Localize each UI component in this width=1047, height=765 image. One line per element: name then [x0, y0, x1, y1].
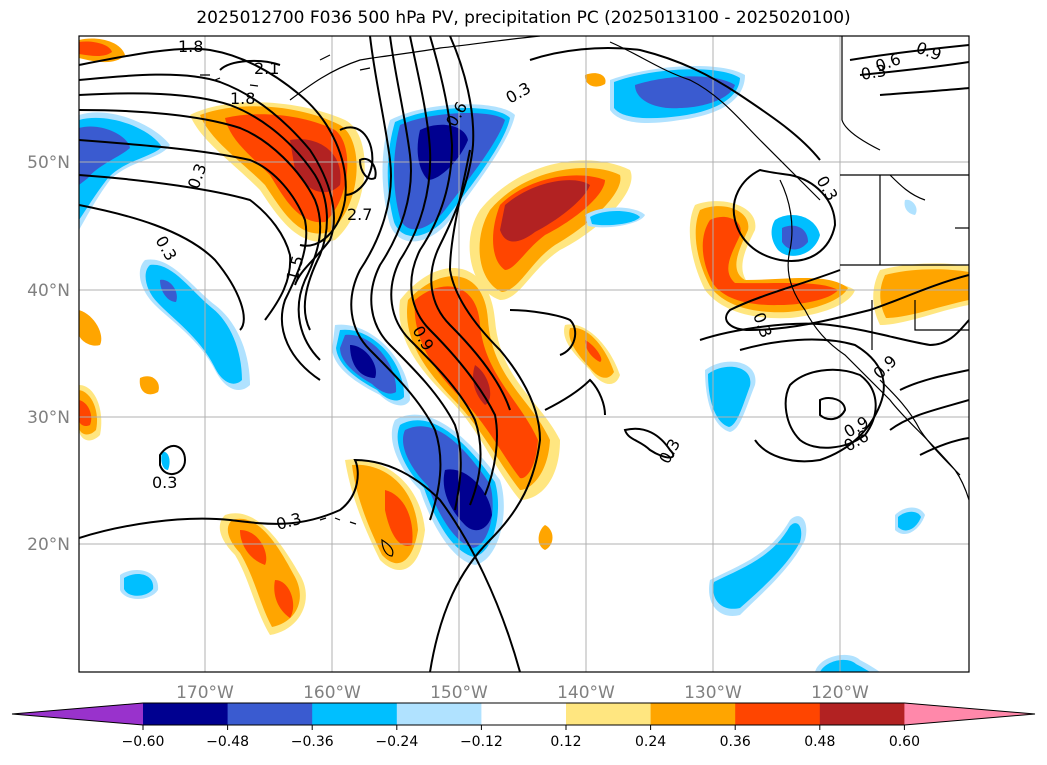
contour-label: 0.3 [274, 509, 304, 534]
colorbar-segment [481, 703, 567, 725]
lon-label: 160°W [303, 683, 361, 703]
colorbar-segment [312, 703, 398, 725]
colorbar-tick-label: −0.24 [375, 734, 418, 750]
colorbar-tick-label: 0.60 [889, 734, 920, 750]
contour-label: 0.9 [914, 38, 944, 65]
longitude-labels: 170°W 160°W 150°W 140°W 130°W 120°W [176, 683, 869, 703]
precip-negative-east-pacific [705, 361, 925, 672]
colorbar-tick-label: 0.12 [550, 734, 581, 750]
contour-label: 0.3 [859, 61, 887, 84]
contour-label: 2.7 [347, 205, 372, 224]
colorbar-tick-label: 0.24 [635, 734, 666, 750]
map-frame [78, 35, 970, 673]
contour-label: 0.3 [152, 233, 181, 265]
precip-pc-fill-layer [79, 38, 969, 672]
contour-label: 1.5 [283, 254, 308, 284]
colorbar-tick-label: −0.12 [460, 734, 503, 750]
coastlines [200, 36, 969, 557]
colorbar-extend-high [904, 703, 1035, 725]
colorbar-segment [396, 703, 482, 725]
contour-label: 2.1 [254, 59, 279, 78]
contour-label: 1.8 [178, 37, 203, 56]
colorbar-tick-label: 0.48 [804, 734, 835, 750]
precip-positive-nepac-band [399, 160, 632, 500]
contour-label: 0.3 [184, 161, 211, 191]
lat-label: 50°N [27, 153, 70, 173]
colorbar-segment [143, 703, 229, 725]
precip-positive-west-coast [689, 201, 969, 325]
colorbar-tick-label: 0.36 [720, 734, 751, 750]
colorbar-segment [735, 703, 821, 725]
lon-label: 140°W [557, 683, 615, 703]
lon-label: 120°W [811, 683, 869, 703]
contour-label: 0.3 [152, 473, 177, 492]
lon-label: 130°W [684, 683, 742, 703]
precip-positive-gulf-alaska [190, 102, 365, 242]
graticule [79, 36, 969, 672]
lat-label: 20°N [27, 535, 70, 555]
colorbar-segment [227, 703, 313, 725]
lat-label: 30°N [27, 408, 70, 428]
colorbar-segment [566, 703, 652, 725]
colorbar-tick-label: −0.48 [206, 734, 249, 750]
lat-label: 40°N [27, 281, 70, 301]
colorbar-segment [650, 703, 736, 725]
precip-negative-central-pacific [120, 259, 504, 599]
latitude-labels: 50°N 40°N 30°N 20°N [27, 153, 70, 555]
contour-label: 1.8 [230, 89, 255, 108]
lon-label: 150°W [430, 683, 488, 703]
contour-label: 0.3 [813, 173, 842, 205]
colorbar-extend-low [12, 703, 143, 725]
contour-label: 0.9 [869, 351, 900, 382]
contour-label: 0.3 [503, 78, 535, 107]
map-title: 2025012700 F036 500 hPa PV, precipitatio… [196, 8, 851, 28]
colorbar-segment [819, 703, 905, 725]
pv-contours [79, 36, 969, 672]
colorbar-tick-label: −0.36 [291, 734, 334, 750]
lon-label: 170°W [176, 683, 234, 703]
contour-label: 0.3 [655, 435, 684, 467]
colorbar: −0.60 −0.48 −0.36 −0.24 −0.12 0.12 0.24 0.36 0.4… [11, 702, 1036, 750]
colorbar-tick-label: −0.60 [122, 734, 165, 750]
